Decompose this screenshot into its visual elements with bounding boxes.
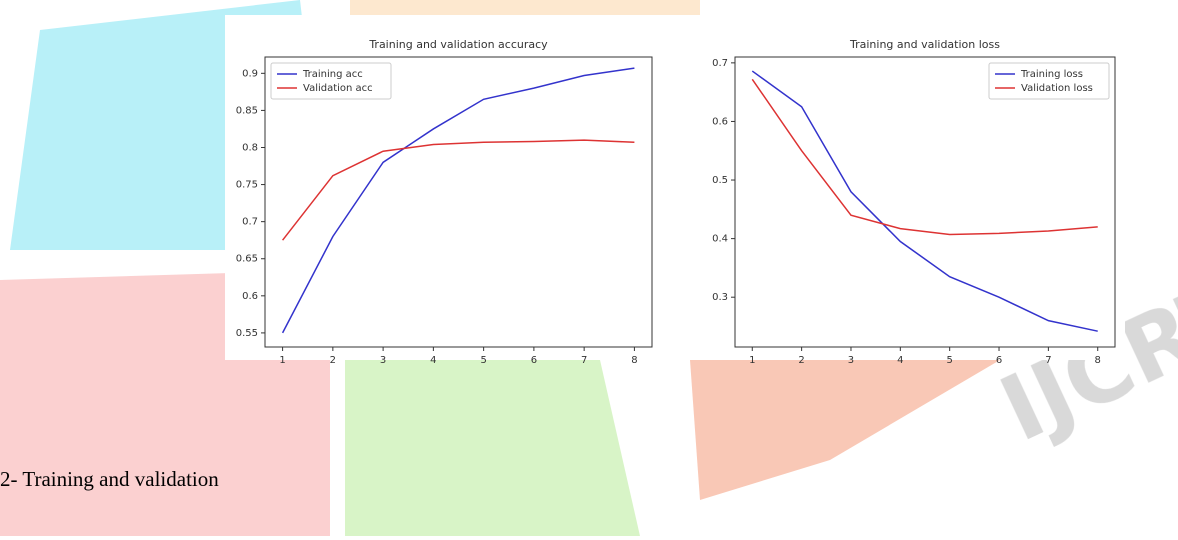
x-tick-label: 4 — [430, 355, 436, 366]
y-tick-label: 0.9 — [242, 68, 258, 79]
x-tick-label: 4 — [897, 355, 903, 366]
legend-label: Training acc — [302, 69, 363, 80]
x-tick-label: 3 — [848, 355, 854, 366]
x-tick-label: 7 — [1045, 355, 1051, 366]
legend-label: Validation acc — [303, 83, 373, 94]
y-tick-label: 0.85 — [236, 105, 258, 116]
x-tick-label: 8 — [631, 355, 637, 366]
legend-label: Training loss — [1020, 69, 1083, 80]
x-tick-label: 5 — [480, 355, 486, 366]
y-tick-label: 0.3 — [712, 292, 728, 303]
page: IJCRT 2- Training and validation Trainin… — [0, 0, 1178, 536]
legend-label: Validation loss — [1021, 83, 1093, 94]
chart-title: Training and validation loss — [849, 38, 1000, 51]
chart-title: Training and validation accuracy — [368, 38, 548, 51]
y-tick-label: 0.7 — [242, 217, 258, 228]
y-tick-label: 0.8 — [242, 142, 258, 153]
y-tick-label: 0.7 — [712, 58, 728, 69]
y-tick-label: 0.6 — [242, 291, 258, 302]
x-tick-label: 8 — [1095, 355, 1101, 366]
x-tick-label: 7 — [581, 355, 587, 366]
x-tick-label: 1 — [279, 355, 285, 366]
y-tick-label: 0.6 — [712, 116, 728, 127]
y-tick-label: 0.65 — [236, 254, 258, 265]
y-tick-label: 0.5 — [712, 175, 728, 186]
x-tick-label: 6 — [531, 355, 537, 366]
x-tick-label: 6 — [996, 355, 1002, 366]
x-tick-label: 1 — [749, 355, 755, 366]
x-tick-label: 2 — [798, 355, 804, 366]
x-tick-label: 5 — [946, 355, 952, 366]
y-tick-label: 0.55 — [236, 328, 258, 339]
x-tick-label: 3 — [380, 355, 386, 366]
y-tick-label: 0.4 — [712, 234, 728, 245]
y-tick-label: 0.75 — [236, 180, 258, 191]
x-tick-label: 2 — [330, 355, 336, 366]
caption: 2- Training and validation — [0, 467, 219, 491]
